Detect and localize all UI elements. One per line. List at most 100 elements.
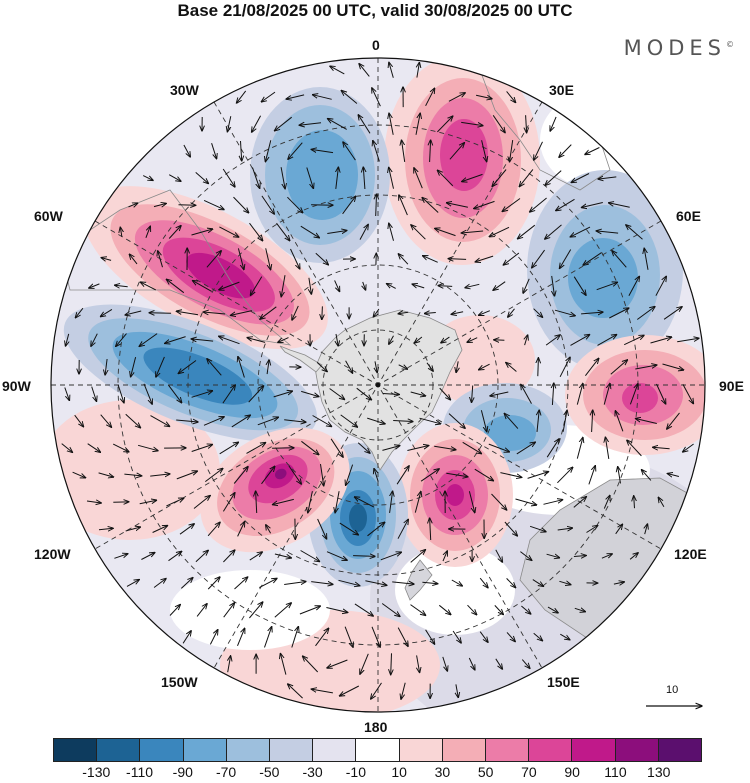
wind-vector-arrow	[456, 361, 458, 372]
wind-vector-arrow	[354, 603, 373, 616]
wind-vector-arrow	[610, 360, 628, 375]
wind-vector-arrow	[261, 466, 275, 485]
wind-vector-arrow	[658, 497, 665, 507]
wind-vector-arrow	[576, 383, 583, 405]
colorbar-tick-label: -30	[302, 764, 323, 780]
wind-vector-arrow	[532, 249, 546, 268]
colorbar-segment	[97, 739, 141, 761]
colorbar-segment	[572, 739, 616, 761]
wind-vector-arrow	[280, 653, 287, 675]
wind-vector-arrow	[623, 335, 644, 346]
wind-vector-arrow	[320, 464, 324, 486]
wind-vector-arrow	[316, 362, 327, 371]
wind-vector-arrow	[519, 169, 534, 186]
wind-vector-arrow	[129, 254, 138, 265]
wind-vector-arrow	[468, 491, 474, 512]
wind-vector-arrow	[205, 468, 223, 483]
wind-vector-arrow	[392, 582, 414, 584]
wind-vector-arrow	[309, 277, 312, 294]
wind-vector-arrow	[168, 226, 181, 239]
wind-vector-arrow	[336, 167, 339, 189]
wind-vector-arrow	[116, 333, 127, 347]
wind-vector-arrow	[537, 410, 539, 432]
wind-vector-arrow	[176, 420, 198, 422]
wind-vector-arrow	[545, 335, 560, 346]
wind-vector-arrow	[219, 281, 240, 290]
wind-vector-arrow	[682, 384, 694, 403]
wind-vector-arrow	[327, 231, 347, 234]
wind-vector-arrow	[334, 280, 340, 291]
wind-vector-arrow	[375, 361, 377, 372]
wind-vector-arrow	[360, 653, 369, 674]
wind-vector-arrow	[417, 62, 420, 78]
wind-vector-arrow	[609, 203, 630, 208]
wind-vector-arrow	[390, 491, 393, 513]
wind-vector-arrow	[284, 420, 306, 422]
wind-vector-arrow	[441, 336, 450, 343]
wind-vector-arrow	[556, 198, 575, 210]
wind-vector-arrow	[552, 383, 553, 406]
wind-vector-arrow	[326, 607, 347, 613]
wind-vector-arrow	[562, 410, 567, 432]
wind-vector-arrow	[570, 335, 590, 346]
wind-vector-arrow	[613, 582, 624, 584]
wind-vector-arrow	[510, 140, 514, 162]
wind-vector-arrow	[425, 88, 435, 107]
wind-vector-arrow	[308, 491, 313, 513]
wind-vector-arrow	[442, 656, 448, 671]
wind-vector-arrow	[145, 226, 150, 238]
wind-vector-arrow	[137, 444, 158, 450]
wind-vector-arrow	[344, 626, 353, 648]
wind-vector-arrow	[125, 527, 141, 532]
wind-vector-arrow	[635, 419, 657, 424]
wind-vector-arrow	[448, 413, 465, 429]
wind-vector-arrow	[338, 579, 360, 585]
wind-vector-arrow	[166, 498, 183, 507]
wind-vector-arrow	[462, 173, 483, 181]
wind-vector-arrow	[230, 310, 253, 316]
wind-vector-arrow	[534, 141, 543, 160]
wind-vector-arrow	[150, 415, 170, 427]
wind-vector-arrow	[339, 685, 360, 696]
wind-vector-arrow	[637, 307, 655, 320]
wind-vector-arrow	[635, 365, 657, 370]
wind-vector-arrow	[533, 308, 543, 318]
wind-vector-arrow	[261, 195, 274, 214]
wind-vector-arrow	[311, 582, 333, 585]
wind-vector-arrow	[292, 305, 299, 320]
colorbar-ticks: -130 -110 -90 -70 -50 -30 -10 10 30 50 70 90 110 130	[53, 764, 702, 782]
wind-vector-arrow	[326, 551, 347, 561]
anomaly-pos-south-155e	[397, 423, 513, 567]
wind-vector-arrow	[585, 147, 600, 155]
colorbar-tick-label: -70	[215, 764, 237, 780]
wind-vector-arrow	[402, 140, 406, 162]
wind-vector-arrow	[284, 582, 306, 585]
colorbar-tick-label: -10	[345, 764, 366, 780]
wind-vector-arrow	[627, 440, 642, 457]
lon-label-180: 180	[364, 719, 388, 735]
wind-vector-arrow	[178, 360, 197, 374]
wind-vector-arrow	[677, 338, 699, 343]
wind-vector-arrow	[389, 113, 394, 135]
colorbar-segment	[54, 739, 98, 761]
wind-vector-arrow	[495, 549, 503, 562]
wind-vector-arrow	[410, 550, 426, 563]
wind-vector-arrow	[628, 276, 640, 296]
wind-vector-arrow	[193, 281, 212, 292]
wind-vector-arrow	[301, 440, 319, 454]
colorbar-segment	[140, 739, 184, 761]
wind-vector-arrow	[64, 387, 70, 401]
colorbar-tick-label: -130	[82, 764, 111, 780]
wind-vector-arrow	[124, 474, 141, 476]
colorbar-tick-label: 10	[391, 764, 407, 780]
wind-vector-arrow	[179, 524, 194, 535]
wind-vector-arrow	[581, 312, 603, 314]
wind-vector-arrow	[250, 276, 263, 296]
wind-vector-arrow	[328, 119, 347, 130]
wind-vector-arrow	[597, 335, 617, 346]
wind-vector-arrow	[547, 606, 558, 613]
wind-vector-arrow	[573, 276, 586, 296]
wind-vector-arrow	[183, 144, 190, 157]
wind-vector-arrow	[105, 358, 107, 375]
wind-vector-arrow	[508, 308, 515, 317]
